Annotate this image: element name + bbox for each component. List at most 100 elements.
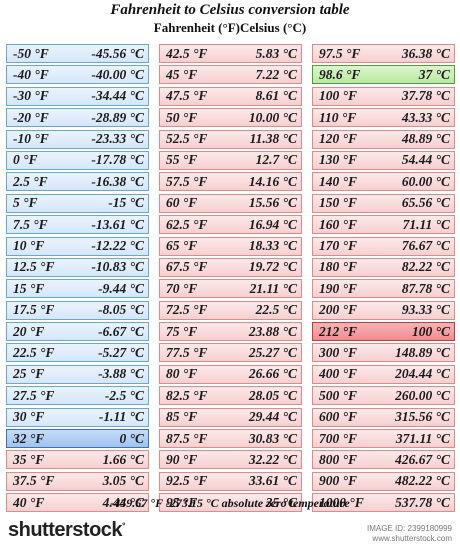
fahrenheit-value: -40 °F xyxy=(13,66,49,82)
fahrenheit-value: 40 °F xyxy=(13,494,45,510)
fahrenheit-value: 47.5 °F xyxy=(166,88,208,104)
conversion-row: 47.5 °F 8.61 °C xyxy=(159,86,302,106)
fahrenheit-value: 17.5 °F xyxy=(13,302,55,318)
conversion-row: 98.6 °F 37 °C xyxy=(312,65,455,85)
conversion-row: 35 °F 1.66 °C xyxy=(6,450,149,470)
conversion-row: 92.5 °F 33.61 °C xyxy=(159,471,302,491)
celsius-value: 315.56 °C xyxy=(395,409,450,425)
conversion-row: 110 °F 43.33 °C xyxy=(312,108,455,128)
fahrenheit-value: 90 °F xyxy=(166,451,198,467)
conversion-row: 12.5 °F -10.83 °C xyxy=(6,257,149,277)
conversion-row: 77.5 °F 25.27 °C xyxy=(159,343,302,363)
celsius-value: -2.5 °C xyxy=(104,387,144,403)
celsius-value: 14.16 °C xyxy=(248,173,297,189)
celsius-value: 87.78 °C xyxy=(401,280,450,296)
conversion-row: 32 °F 0 °C xyxy=(6,429,149,449)
conversion-row: 10 °F -12.22 °C xyxy=(6,236,149,256)
conversion-row: 7.5 °F -13.61 °C xyxy=(6,215,149,235)
celsius-value: 18.33 °C xyxy=(248,238,297,254)
conversion-row: 37.5 °F 3.05 °C xyxy=(6,471,149,491)
fahrenheit-value: 52.5 °F xyxy=(166,131,208,147)
conversion-row: 75 °F 23.88 °C xyxy=(159,322,302,342)
celsius-value: -10.83 °C xyxy=(91,259,144,275)
celsius-value: 8.61 °C xyxy=(255,88,297,104)
conversion-row: 500 °F 260.00 °C xyxy=(312,386,455,406)
celsius-value: 1.66 °C xyxy=(102,451,144,467)
celsius-value: 15.56 °C xyxy=(248,195,297,211)
conversion-row: 20 °F -6.67 °C xyxy=(6,322,149,342)
fahrenheit-value: -50 °F xyxy=(13,45,49,61)
celsius-value: -1.11 °C xyxy=(98,409,144,425)
conversion-row: 212 °F 100 °C xyxy=(312,322,455,342)
fahrenheit-value: 300 °F xyxy=(319,344,358,360)
conversion-column-2: 42.5 °F 5.83 °C 45 °F 7.22 °C 47.5 °F 8.61 °C… xyxy=(159,44,302,515)
celsius-value: 21.11 °C xyxy=(249,280,297,296)
fahrenheit-value: 400 °F xyxy=(319,366,358,382)
fahrenheit-value: 80 °F xyxy=(166,366,198,382)
fahrenheit-value: 900 °F xyxy=(319,473,358,489)
celsius-value: 65.56 °C xyxy=(401,195,450,211)
fahrenheit-value: 15 °F xyxy=(13,280,45,296)
conversion-row: -50 °F -45.56 °C xyxy=(6,44,149,63)
conversion-column-1: -50 °F -45.56 °C -40 °F -40.00 °C -30 °F -34.… xyxy=(6,44,149,515)
celsius-value: 33.61 °C xyxy=(248,473,297,489)
conversion-row: 52.5 °F 11.38 °C xyxy=(159,129,302,149)
conversion-row: 130 °F 54.44 °C xyxy=(312,150,455,170)
celsius-value: 37.78 °C xyxy=(401,88,450,104)
conversion-row: 2.5 °F -16.38 °C xyxy=(6,172,149,192)
celsius-value: -3.88 °C xyxy=(98,366,144,382)
celsius-value: 3.05 °C xyxy=(102,473,144,489)
conversion-row: 150 °F 65.56 °C xyxy=(312,193,455,213)
conversion-row: -10 °F -23.33 °C xyxy=(6,129,149,149)
celsius-value: 100 °C xyxy=(411,323,450,339)
fahrenheit-value: 700 °F xyxy=(319,430,358,446)
conversion-row: 15 °F -9.44 °C xyxy=(6,279,149,299)
fahrenheit-value: 12.5 °F xyxy=(13,259,55,275)
fahrenheit-value: 77.5 °F xyxy=(166,344,208,360)
celsius-value: 36.38 °C xyxy=(401,45,450,61)
celsius-value: -16.38 °C xyxy=(91,173,144,189)
fahrenheit-value: 98.6 °F xyxy=(319,66,361,82)
fahrenheit-value: 170 °F xyxy=(319,238,358,254)
conversion-row: 900 °F 482.22 °C xyxy=(312,471,455,491)
celsius-value: 32.22 °C xyxy=(248,451,297,467)
page-subtitle: Fahrenheit (°F)Celsius (°C) xyxy=(153,20,307,35)
conversion-row: 70 °F 21.11 °C xyxy=(159,279,302,299)
conversion-row: -30 °F -34.44 °C xyxy=(6,86,149,106)
celsius-value: 16.94 °C xyxy=(248,216,297,232)
fahrenheit-value: 10 °F xyxy=(13,238,45,254)
fahrenheit-value: 190 °F xyxy=(319,280,358,296)
conversion-row: 200 °F 93.33 °C xyxy=(312,300,455,320)
fahrenheit-value: 87.5 °F xyxy=(166,430,208,446)
conversion-row: 90 °F 32.22 °C xyxy=(159,450,302,470)
watermark-bar xyxy=(0,512,460,550)
fahrenheit-value: 57.5 °F xyxy=(166,173,208,189)
celsius-value: -45.56 °C xyxy=(91,45,144,61)
conversion-row: 160 °F 71.11 °C xyxy=(312,215,455,235)
fahrenheit-value: 50 °F xyxy=(166,109,198,125)
fahrenheit-value: 200 °F xyxy=(319,302,358,318)
celsius-value: 82.22 °C xyxy=(401,259,450,275)
fahrenheit-value: 67.5 °F xyxy=(166,259,208,275)
celsius-value: 11.38 °C xyxy=(249,131,297,147)
celsius-value: 43.33 °C xyxy=(401,109,450,125)
conversion-row: 0 °F -17.78 °C xyxy=(6,150,149,170)
fahrenheit-value: 22.5 °F xyxy=(13,344,55,360)
conversion-row: 400 °F 204.44 °C xyxy=(312,364,455,384)
conversion-row: 42.5 °F 5.83 °C xyxy=(159,44,302,63)
conversion-row: 60 °F 15.56 °C xyxy=(159,193,302,213)
fahrenheit-value: 95 °F xyxy=(166,494,198,510)
celsius-value: -23.33 °C xyxy=(91,131,144,147)
fahrenheit-value: 30 °F xyxy=(13,409,45,425)
page-title: Fahrenheit to Celsius conversion table xyxy=(110,2,350,18)
celsius-value: 260.00 °C xyxy=(395,387,450,403)
fahrenheit-value: 0 °F xyxy=(13,152,38,168)
fahrenheit-value: 120 °F xyxy=(319,131,358,147)
fahrenheit-value: 27.5 °F xyxy=(13,387,55,403)
fahrenheit-value: 42.5 °F xyxy=(166,45,208,61)
celsius-value: 19.72 °C xyxy=(248,259,297,275)
celsius-value: 204.44 °C xyxy=(395,366,450,382)
conversion-row: 22.5 °F -5.27 °C xyxy=(6,343,149,363)
conversion-row: 55 °F 12.7 °C xyxy=(159,150,302,170)
fahrenheit-value: 60 °F xyxy=(166,195,198,211)
